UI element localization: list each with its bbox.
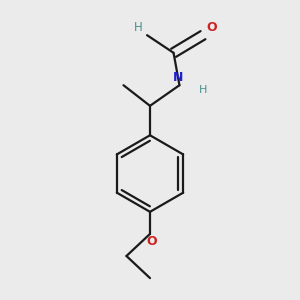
Text: O: O bbox=[146, 236, 157, 248]
Text: H: H bbox=[134, 21, 142, 34]
Text: N: N bbox=[173, 71, 183, 84]
Text: O: O bbox=[206, 21, 217, 34]
Text: H: H bbox=[199, 85, 207, 94]
